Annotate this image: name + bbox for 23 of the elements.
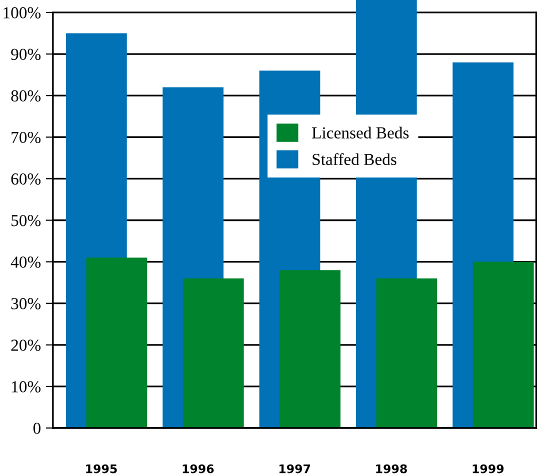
x-tick-label: 1996 bbox=[182, 464, 214, 474]
y-tick-label: 60% bbox=[11, 173, 41, 185]
x-tick-label: 1998 bbox=[376, 464, 407, 474]
y-tick-label: 90% bbox=[11, 48, 41, 60]
y-tick-label: 100% bbox=[4, 7, 41, 18]
y-tick-label: 0 bbox=[33, 422, 40, 434]
bar bbox=[376, 278, 438, 428]
x-tick-label: 1997 bbox=[279, 464, 310, 474]
y-tick-label: 70% bbox=[12, 132, 41, 144]
bar bbox=[86, 258, 148, 428]
legend-label: Staffed Beds bbox=[312, 153, 396, 166]
y-tick-label: 50% bbox=[12, 214, 41, 226]
y-tick-label: 80% bbox=[11, 90, 41, 102]
y-tick-label: 20% bbox=[11, 340, 41, 351]
legend-label: Licensed Beds bbox=[312, 126, 409, 138]
bar bbox=[182, 278, 244, 428]
x-tick-label: 1995 bbox=[86, 464, 117, 474]
x-tick-label: 1999 bbox=[472, 464, 504, 474]
y-tick-label: 10% bbox=[12, 381, 41, 392]
bar bbox=[472, 262, 534, 428]
y-tick-label: 40% bbox=[10, 256, 41, 268]
bar bbox=[280, 270, 340, 428]
y-tick-label: 30% bbox=[11, 298, 41, 310]
